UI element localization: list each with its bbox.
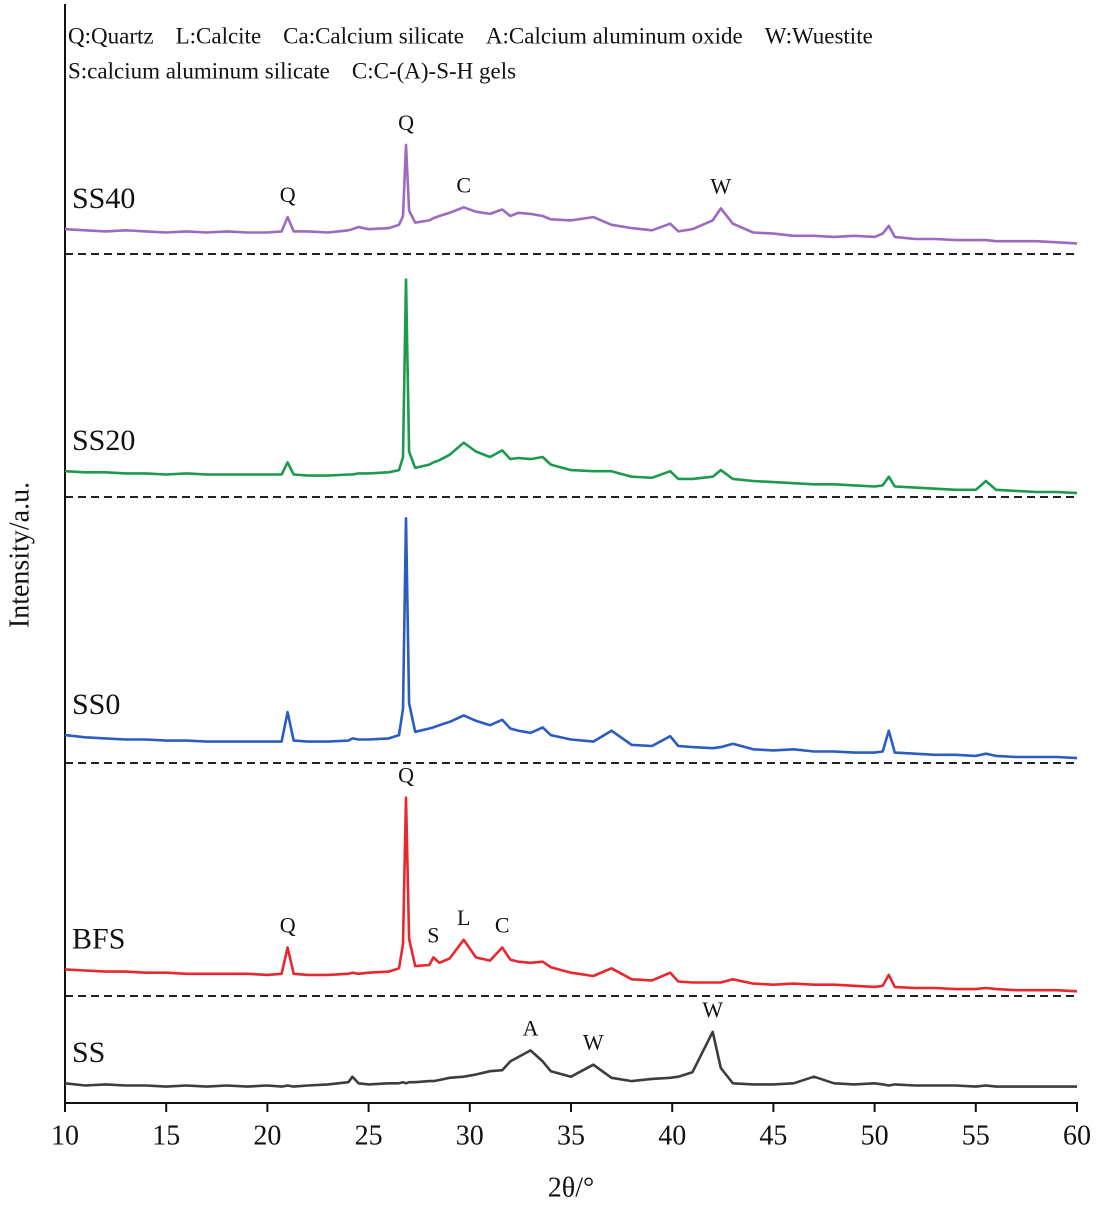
key-item: A:Calcium aluminum oxide xyxy=(486,23,743,48)
x-tick-label: 25 xyxy=(355,1120,383,1151)
key-item: C:C-(A)-S-H gels xyxy=(352,58,516,83)
x-tick-label: 20 xyxy=(253,1120,281,1151)
peak-label: W xyxy=(583,1030,604,1055)
x-tick-label: 45 xyxy=(759,1120,787,1151)
series-label: BFS xyxy=(72,922,125,955)
key-item: Ca:Calcium silicate xyxy=(283,23,464,48)
peak-label: C xyxy=(456,172,471,197)
x-tick-label: 50 xyxy=(861,1120,889,1151)
x-tick-label: 10 xyxy=(51,1120,79,1151)
x-tick-label: 55 xyxy=(962,1120,990,1151)
peak-label: Q xyxy=(398,110,414,135)
x-tick-label: 60 xyxy=(1063,1120,1091,1151)
peak-label: S xyxy=(427,922,439,947)
peak-label: W xyxy=(702,997,723,1022)
x-axis-title: 2θ/° xyxy=(548,1172,594,1203)
x-tick-label: 40 xyxy=(658,1120,686,1151)
key-item: L:Calcite xyxy=(176,23,262,48)
peak-label: Q xyxy=(398,763,414,788)
x-tick-label: 35 xyxy=(557,1120,585,1151)
peak-label: W xyxy=(710,173,731,198)
key-item: Q:Quartz xyxy=(68,23,154,48)
key-item: W:Wuestite xyxy=(765,23,873,48)
xrd-line xyxy=(64,796,1078,993)
series-label: SS0 xyxy=(72,688,120,721)
series-label: SS20 xyxy=(72,424,135,457)
y-axis-title: Intensity/a.u. xyxy=(4,482,35,628)
peak-label: A xyxy=(523,1015,539,1040)
peak-label: C xyxy=(495,913,510,938)
xrd-line xyxy=(64,1030,1077,1088)
series-label: SS40 xyxy=(72,182,135,215)
series-label: SS xyxy=(72,1036,105,1069)
peak-label: Q xyxy=(280,182,296,207)
xrd-line xyxy=(64,278,1078,495)
peak-label: L xyxy=(457,905,470,930)
xrd-line xyxy=(64,517,1078,760)
key-item: S:calcium aluminum silicate xyxy=(68,58,330,83)
x-tick-label: 15 xyxy=(152,1120,180,1151)
xrd-line xyxy=(64,143,1078,245)
x-tick-label: 30 xyxy=(456,1120,484,1151)
peak-label: Q xyxy=(280,913,296,938)
